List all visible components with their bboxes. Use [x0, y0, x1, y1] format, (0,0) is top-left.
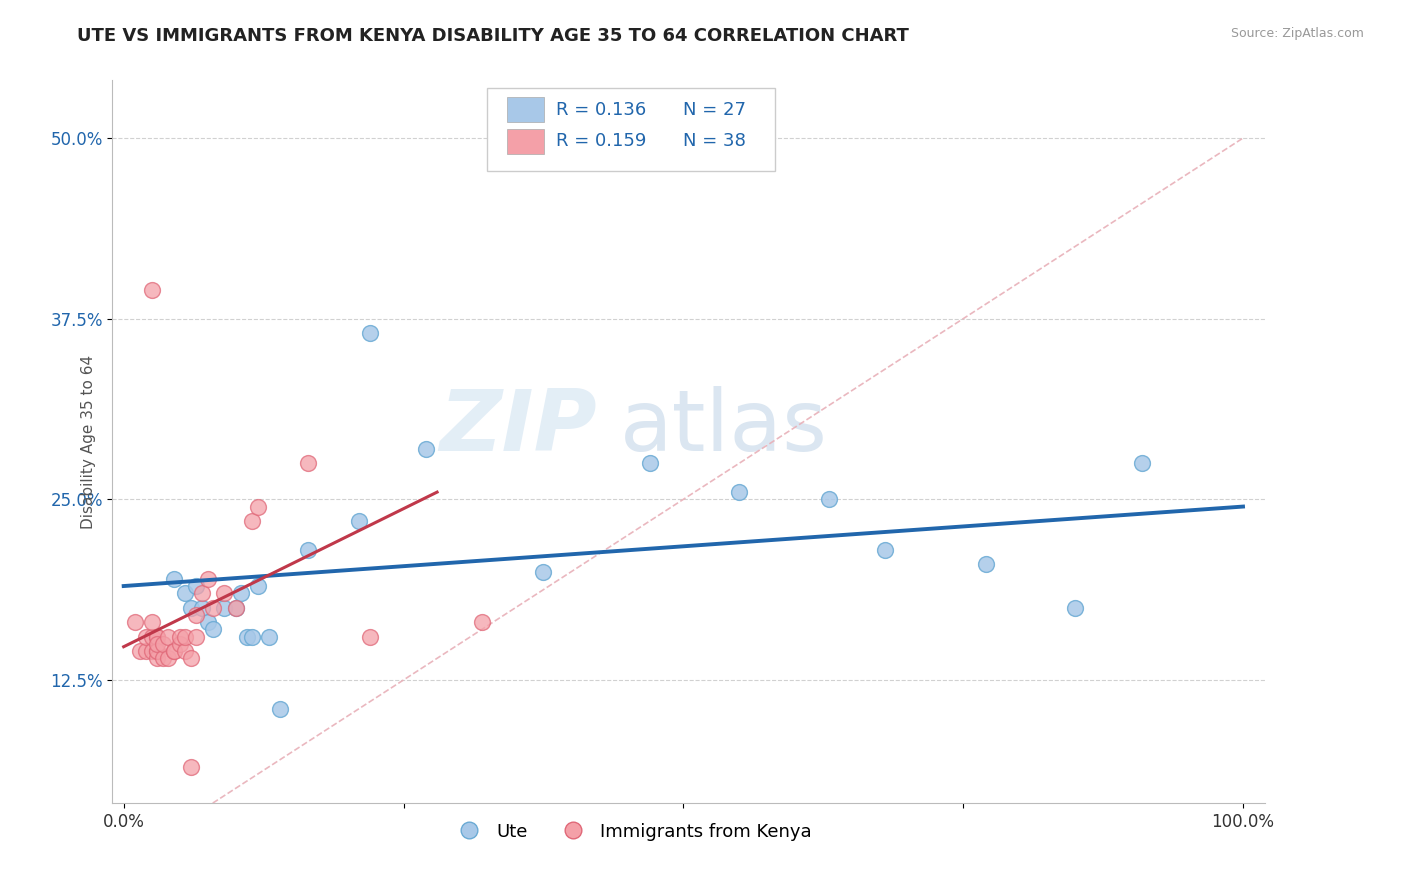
Point: [191, 600, 214, 615]
Point: [180, 760, 202, 774]
Point: [141, 615, 163, 630]
Point: [186, 607, 208, 622]
Point: [202, 623, 225, 637]
Point: [415, 442, 437, 456]
Point: [297, 542, 319, 557]
Point: [257, 630, 280, 644]
Point: [818, 492, 841, 507]
Text: N = 38: N = 38: [683, 132, 747, 151]
Point: [157, 651, 180, 665]
Point: [242, 630, 264, 644]
FancyBboxPatch shape: [506, 97, 544, 122]
Point: [974, 558, 997, 572]
Point: [124, 615, 146, 630]
Point: [269, 702, 291, 716]
Point: [174, 644, 197, 658]
Legend: Ute, Immigrants from Kenya: Ute, Immigrants from Kenya: [444, 815, 818, 848]
Point: [146, 644, 169, 658]
Point: [1064, 600, 1087, 615]
Point: [197, 615, 219, 630]
Point: [728, 485, 751, 500]
Point: [141, 630, 163, 644]
Point: [163, 644, 186, 658]
Point: [202, 600, 225, 615]
Text: atlas: atlas: [620, 385, 828, 468]
Text: ZIP: ZIP: [439, 385, 596, 468]
FancyBboxPatch shape: [488, 87, 776, 170]
Point: [214, 600, 236, 615]
Point: [146, 630, 169, 644]
Point: [146, 651, 169, 665]
Text: R = 0.159: R = 0.159: [557, 132, 647, 151]
Point: [186, 630, 208, 644]
Point: [246, 500, 269, 514]
Point: [152, 637, 174, 651]
Point: [146, 630, 169, 644]
Point: [135, 630, 157, 644]
Point: [152, 651, 174, 665]
Point: [135, 644, 157, 658]
Point: [174, 630, 197, 644]
Point: [146, 644, 169, 658]
Point: [197, 572, 219, 586]
Point: [141, 283, 163, 297]
Point: [163, 572, 186, 586]
Point: [873, 542, 896, 557]
Point: [347, 514, 370, 528]
Point: [246, 579, 269, 593]
Y-axis label: Disability Age 35 to 64: Disability Age 35 to 64: [80, 354, 96, 529]
Point: [225, 600, 247, 615]
Point: [638, 456, 661, 470]
Point: [1130, 456, 1153, 470]
Point: [141, 644, 163, 658]
Point: [471, 615, 494, 630]
Point: [180, 651, 202, 665]
Point: [163, 644, 186, 658]
Point: [180, 600, 202, 615]
Point: [174, 586, 197, 600]
Text: N = 27: N = 27: [683, 101, 747, 119]
Point: [129, 644, 152, 658]
Point: [214, 586, 236, 600]
Point: [225, 600, 247, 615]
Point: [242, 514, 264, 528]
FancyBboxPatch shape: [506, 128, 544, 154]
Point: [297, 456, 319, 470]
Point: [157, 630, 180, 644]
Point: [191, 586, 214, 600]
Point: [359, 326, 381, 341]
Text: Source: ZipAtlas.com: Source: ZipAtlas.com: [1230, 27, 1364, 40]
Point: [359, 630, 381, 644]
Point: [186, 579, 208, 593]
Text: R = 0.136: R = 0.136: [557, 101, 647, 119]
Point: [169, 630, 191, 644]
Point: [146, 637, 169, 651]
Point: [231, 586, 253, 600]
Point: [236, 630, 259, 644]
Text: UTE VS IMMIGRANTS FROM KENYA DISABILITY AGE 35 TO 64 CORRELATION CHART: UTE VS IMMIGRANTS FROM KENYA DISABILITY …: [77, 27, 910, 45]
Point: [169, 637, 191, 651]
Point: [533, 565, 555, 579]
